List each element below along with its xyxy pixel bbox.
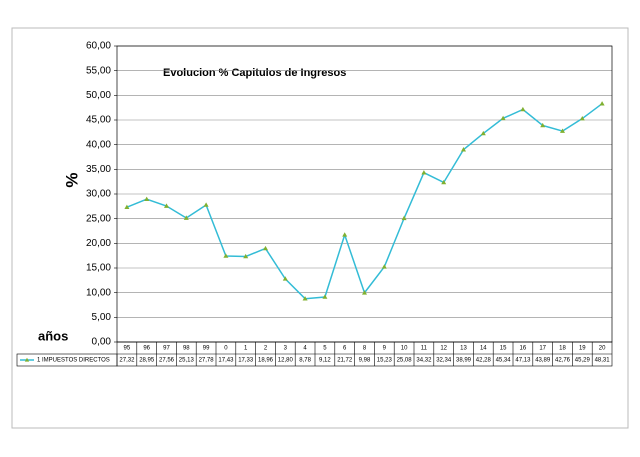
x-tick-label: 18	[559, 346, 566, 352]
data-label: 8,78	[299, 358, 311, 364]
x-tick-label: 16	[520, 346, 527, 352]
data-label: 45,34	[496, 358, 512, 364]
data-label: 12,80	[278, 358, 294, 364]
data-label: 42,28	[476, 358, 492, 364]
x-tick-label: 11	[421, 346, 428, 352]
x-tick-label: 13	[460, 346, 467, 352]
legend-cell	[16, 353, 118, 367]
y-tick-label: 45,00	[86, 115, 111, 126]
data-label: 25,08	[397, 358, 413, 364]
data-point	[441, 179, 447, 185]
x-tick-label: 2	[264, 346, 268, 352]
data-point	[223, 253, 229, 258]
y-tick-label: 10,00	[86, 287, 111, 298]
legend-label: 1 IMPUESTOS DIRECTOS	[37, 358, 110, 364]
data-label: 38,99	[456, 358, 472, 364]
data-label: 32,34	[436, 358, 452, 364]
x-tick-label: 97	[163, 346, 170, 352]
x-tick-label: 3	[284, 346, 288, 352]
data-label: 27,78	[199, 358, 215, 364]
data-label: 17,33	[238, 358, 254, 364]
data-point	[263, 245, 268, 251]
x-tick-label: 99	[203, 346, 210, 352]
data-point	[500, 115, 506, 121]
data-label: 27,32	[119, 358, 135, 364]
data-point	[560, 128, 565, 133]
x-tick-label: 0	[224, 346, 228, 352]
data-label: 28,95	[139, 358, 155, 364]
x-tick-label: 19	[579, 346, 586, 352]
data-label: 34,32	[416, 358, 432, 364]
y-axis-label: %	[62, 172, 81, 187]
data-point	[362, 290, 367, 295]
data-point	[599, 101, 605, 106]
data-point	[461, 147, 466, 152]
x-tick-label: 5	[323, 346, 327, 352]
data-point	[243, 253, 249, 259]
x-tick-label: 10	[401, 346, 408, 352]
chart-title: Evolucion % Capitulos de Ingresos	[163, 67, 346, 79]
x-axis-label: años	[38, 328, 68, 343]
data-point	[282, 276, 288, 281]
x-tick-label: 98	[183, 346, 190, 352]
data-point	[322, 294, 328, 299]
y-tick-label: 20,00	[86, 238, 111, 249]
x-tick-label: 9	[383, 346, 387, 352]
y-tick-label: 15,00	[86, 263, 111, 274]
data-point	[579, 115, 585, 121]
data-label: 27,56	[159, 358, 175, 364]
x-tick-label: 20	[599, 346, 606, 352]
data-point	[302, 296, 308, 301]
y-tick-label: 25,00	[86, 213, 111, 224]
y-tick-label: 40,00	[86, 139, 111, 150]
x-tick-label: 6	[343, 346, 347, 352]
y-tick-label: 55,00	[86, 65, 111, 76]
data-point	[480, 130, 486, 136]
data-point	[381, 264, 387, 269]
data-label: 47,13	[515, 358, 531, 364]
y-tick-label: 60,00	[86, 41, 111, 52]
data-point	[144, 196, 150, 201]
data-label: 17,43	[218, 358, 234, 364]
data-point	[401, 215, 407, 221]
data-label: 45,29	[575, 358, 591, 364]
legend-marker	[24, 357, 30, 362]
data-point	[520, 106, 526, 112]
data-label: 18,96	[258, 358, 274, 364]
data-point	[203, 202, 209, 207]
y-tick-label: 30,00	[86, 189, 111, 200]
x-tick-label: 14	[480, 346, 487, 352]
x-tick-label: 8	[363, 346, 367, 352]
data-point	[540, 122, 546, 128]
data-label: 42,76	[555, 358, 571, 364]
data-label: 48,31	[595, 358, 611, 364]
x-tick-label: 12	[440, 346, 447, 352]
x-tick-label: 4	[303, 346, 307, 352]
data-label: 25,13	[179, 358, 195, 364]
data-point	[164, 203, 169, 208]
data-label: 9,98	[359, 358, 371, 364]
x-tick-label: 17	[539, 346, 546, 352]
data-label: 15,23	[377, 358, 393, 364]
data-point	[421, 170, 427, 175]
x-tick-label: 95	[124, 346, 131, 352]
x-tick-label: 96	[143, 346, 150, 352]
y-tick-label: 0,00	[92, 337, 112, 348]
data-label: 43,89	[535, 358, 551, 364]
data-point	[183, 215, 189, 220]
x-tick-label: 15	[500, 346, 507, 352]
data-label: 9,12	[319, 358, 331, 364]
data-point	[342, 232, 348, 237]
y-tick-label: 50,00	[86, 90, 111, 101]
x-tick-label: 1	[244, 346, 248, 352]
chart-frame	[11, 27, 629, 429]
data-label: 21,72	[337, 358, 353, 364]
y-tick-label: 35,00	[86, 164, 111, 175]
data-point	[124, 204, 130, 210]
y-tick-label: 5,00	[92, 312, 112, 323]
